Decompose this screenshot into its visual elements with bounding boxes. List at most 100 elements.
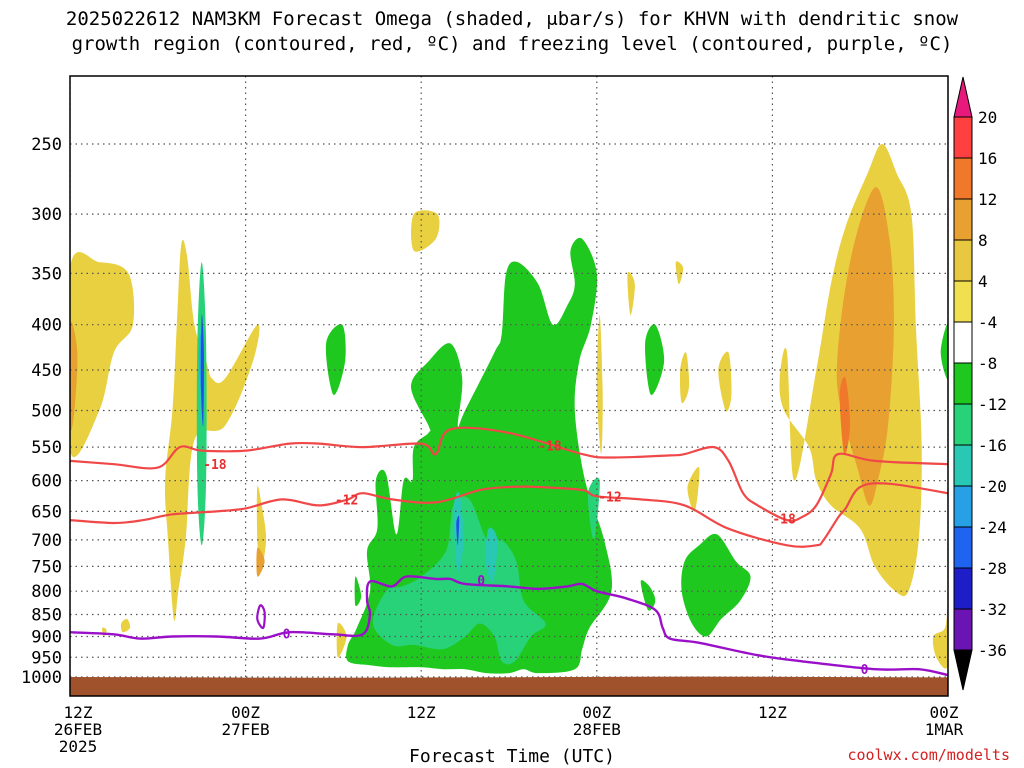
colorbar-segment	[953, 567, 973, 610]
omega-region	[687, 466, 700, 512]
x-tick-label-line: 12Z	[757, 703, 787, 722]
omega-region	[679, 352, 690, 404]
y-tick-label: 800	[31, 582, 62, 602]
colorbar-segment	[953, 321, 973, 364]
y-tick-label: 550	[31, 438, 62, 458]
omega-region	[940, 324, 948, 380]
colorbar-label: -36	[978, 641, 1007, 660]
colorbar-label: -28	[978, 559, 1007, 578]
omega-region	[256, 547, 265, 577]
freezing-level-label: 0	[283, 627, 291, 642]
y-tick-label: 700	[31, 531, 62, 551]
dgz-contour-label: -18	[538, 440, 562, 455]
omega-region	[346, 237, 613, 674]
omega-region	[70, 321, 78, 431]
colorbar-label: -4	[978, 313, 997, 332]
y-tick-label: 400	[31, 316, 62, 336]
dgz-contour-line	[70, 482, 948, 548]
colorbar-segment	[953, 280, 973, 323]
colorbar-segment	[953, 444, 973, 487]
y-tick-label: 950	[31, 648, 62, 668]
x-tick-label: 12Z	[361, 704, 481, 721]
plot-area: -18 -18 -18 -12 -12 0 0 0	[70, 76, 948, 696]
omega-region	[325, 324, 346, 396]
x-axis-label-text: Forecast Time (UTC)	[409, 746, 615, 767]
dgz-contour-label: -18	[772, 512, 796, 527]
colorbar-bottom-arrow	[953, 649, 973, 691]
freezing-level-label: 0	[477, 574, 485, 589]
x-tick-label: 12Z 26FEB 2025	[18, 704, 138, 755]
omega-region	[640, 580, 656, 611]
omega-region	[164, 239, 260, 621]
y-tick-label: 300	[31, 205, 62, 225]
colorbar-segment	[953, 608, 973, 651]
chart-title-line-2: growth region (contoured, red, ºC) and f…	[71, 33, 953, 55]
colorbar-label: -24	[978, 518, 1007, 537]
x-tick-label-line: 00Z	[231, 703, 261, 722]
omega-region	[120, 618, 131, 633]
x-tick-label-line: 00Z	[929, 703, 959, 722]
dgz-contour-label: -12	[335, 493, 358, 508]
y-tick-label: 850	[31, 606, 62, 626]
omega-region	[932, 599, 948, 669]
colorbar-label: -12	[978, 395, 1007, 414]
plot-frame	[69, 75, 949, 697]
omega-region	[411, 210, 440, 252]
colorbar-segment	[953, 485, 973, 528]
colorbar-label: 16	[978, 149, 997, 168]
x-tick-label: 12Z	[712, 704, 832, 721]
colorbar-label: 12	[978, 190, 997, 209]
x-tick-label: 00Z 1MAR	[884, 704, 1004, 738]
dgz-contour-label: -12	[598, 490, 621, 505]
x-tick-label-line: 00Z	[582, 703, 612, 722]
colorbar-segment	[953, 239, 973, 282]
colorbar-segment	[953, 116, 973, 159]
freezing-level-label: 0	[861, 663, 869, 678]
omega-region	[718, 351, 732, 412]
x-tick-label-line: 26FEB	[53, 720, 103, 739]
y-tick-label: 450	[31, 361, 62, 381]
omega-region	[70, 252, 135, 458]
colorbar-label: 20	[978, 108, 997, 127]
chart-title-line-1: 2025022612 NAM3KM Forecast Omega (shaded…	[65, 8, 959, 30]
y-tick-label: 650	[31, 502, 62, 522]
x-axis-label: Forecast Time (UTC)	[0, 746, 1024, 767]
freezing-level-loop	[256, 604, 266, 630]
colorbar-label: -8	[978, 354, 997, 373]
omega-region	[336, 622, 347, 658]
y-tick-label: 250	[31, 135, 62, 155]
omega-region	[596, 314, 603, 455]
colorbar-segment	[953, 403, 973, 446]
colorbar-segment	[953, 526, 973, 569]
site-credit[interactable]: coolwx.com/modelts	[847, 746, 1010, 764]
colorbar-label: 8	[978, 231, 988, 250]
x-tick-label-line: 12Z	[406, 703, 436, 722]
dgz-contour-label: -18	[203, 458, 227, 473]
colorbar-label: 4	[978, 272, 988, 291]
y-tick-label: 1000	[21, 668, 62, 688]
y-tick-label: 500	[31, 402, 62, 422]
colorbar-segment	[953, 362, 973, 405]
omega-region	[456, 515, 460, 546]
omega-region	[354, 576, 362, 607]
y-tick-label: 600	[31, 472, 62, 492]
colorbar-segment	[953, 198, 973, 241]
x-tick-label-line: 2025	[58, 737, 98, 756]
colorbar-label: -16	[978, 436, 1007, 455]
omega-region	[102, 627, 107, 637]
x-tick-label-line: 12Z	[63, 703, 93, 722]
omega-region	[675, 261, 684, 285]
omega-region	[485, 527, 498, 583]
omega-region	[627, 271, 635, 316]
freezing-level-line	[70, 575, 948, 677]
omega-region	[681, 533, 751, 637]
x-tick-label: 00Z 28FEB	[537, 704, 657, 738]
colorbar-top-arrow	[953, 76, 973, 118]
terrain-surface	[70, 676, 948, 696]
colorbar-segment	[953, 157, 973, 200]
colorbar-label: -20	[978, 477, 1007, 496]
y-tick-label: 350	[31, 264, 62, 284]
omega-region	[372, 496, 546, 665]
colorbar-label: -32	[978, 600, 1007, 619]
